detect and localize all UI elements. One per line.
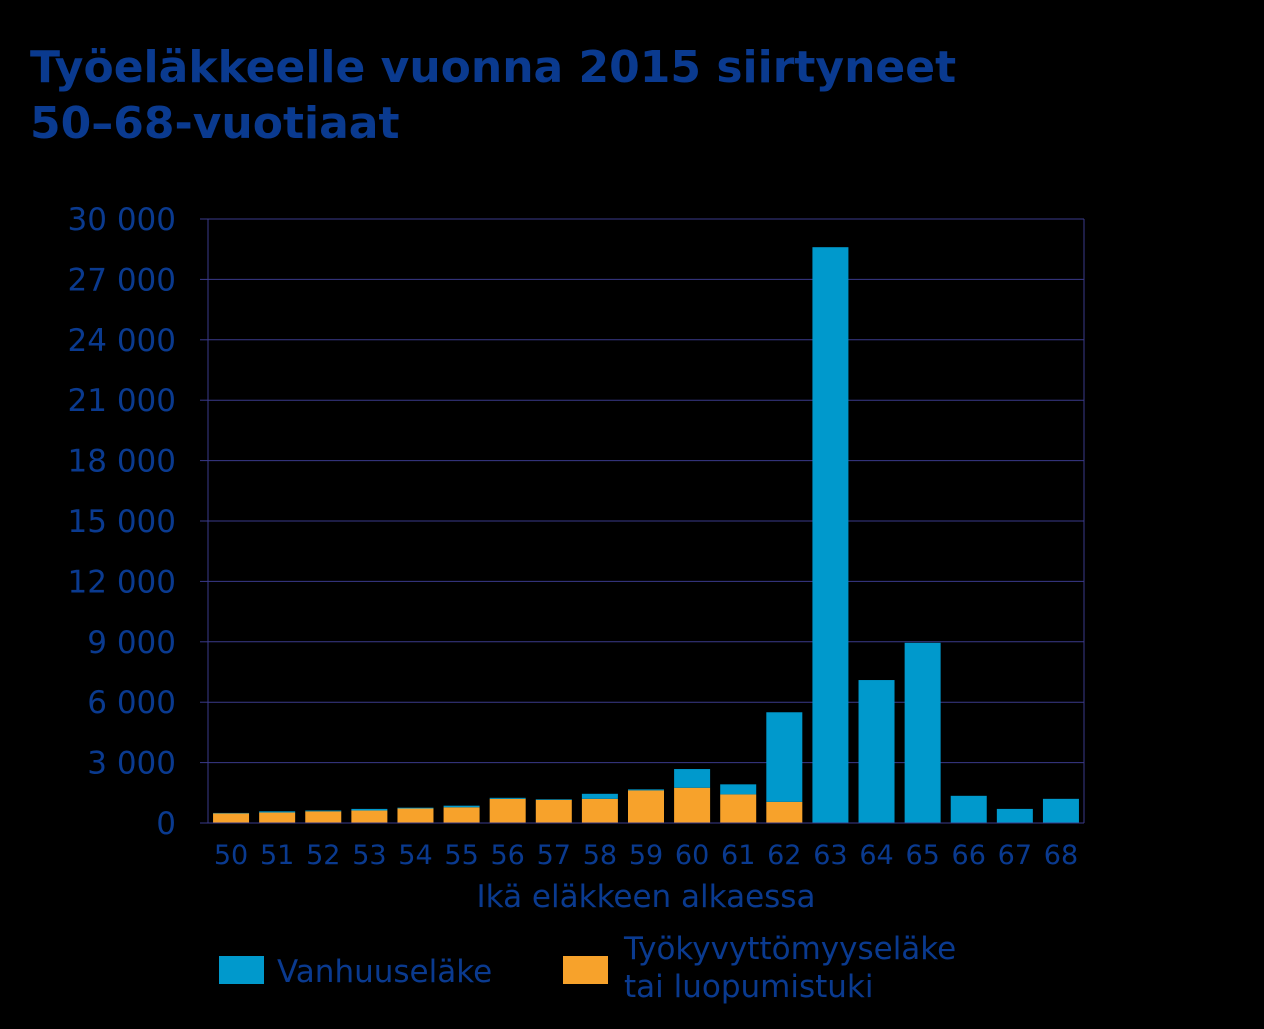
bar-chart: 0 3 000 6 000 9 000 12 000 15 000 18 000 21 000… [68,202,1085,915]
y-tick-label: 3 000 [87,746,176,782]
bar-vanhuuselake [1042,798,1079,823]
bar-vanhuuselake [443,805,480,808]
x-tick-label: 63 [813,840,847,871]
x-tick-label: 57 [537,840,571,871]
y-tick-label: 0 [156,806,176,842]
legend-swatch-tyokyvyttomyyselake [563,956,608,984]
legend-label-vanhuuselake: Vanhuuseläke [277,954,493,990]
bar-tyokyvyttomyyselake [489,798,526,823]
y-tick-label: 18 000 [68,444,176,480]
bar-tyokyvyttomyyselake [674,787,711,823]
bar-tyokyvyttomyyselake [351,810,388,823]
bar-vanhuuselake [720,784,757,795]
y-tick-label: 24 000 [68,323,176,359]
bar-vanhuuselake [904,642,941,823]
x-tick-label: 51 [260,840,294,871]
chart-title-line1: Työeläkkeelle vuonna 2015 siirtyneet [30,42,957,93]
bar-vanhuuselake [628,789,664,791]
x-tick-label: 53 [352,840,386,871]
chart-title: Työeläkkeelle vuonna 2015 siirtyneet 50–… [30,40,956,152]
y-tick-label: 6 000 [87,685,176,721]
legend-label-tyokyvyttomyyselake-line1: Työkyvyttömyyseläke [624,931,957,967]
bar-vanhuuselake [996,808,1033,823]
x-tick-label: 65 [905,840,939,871]
bar-vanhuuselake [766,712,803,802]
x-tick-label: 64 [859,840,893,871]
bar-tyokyvyttomyyselake [397,808,434,823]
y-tick-label: 12 000 [68,564,176,600]
bar-vanhuuselake [259,811,296,813]
x-tick-label: 60 [675,840,709,871]
bar-tyokyvyttomyyselake [720,794,757,823]
bar-tyokyvyttomyyselake [581,798,618,823]
bar-tyokyvyttomyyselake [628,790,664,823]
bar-vanhuuselake [351,808,388,811]
x-axis-title: Ikä eläkkeen alkaessa [477,879,816,915]
x-tick-label: 56 [491,840,525,871]
y-tick-label: 30 000 [68,202,176,238]
x-tick-label: 62 [767,840,801,871]
bar-vanhuuselake [397,807,434,809]
y-tick-label: 9 000 [87,625,176,661]
x-tick-label: 52 [306,840,340,871]
y-tick-label: 21 000 [68,383,176,419]
x-tick-label: 61 [721,840,755,871]
bar-tyokyvyttomyyselake [766,801,803,823]
x-tick-label: 50 [214,840,248,871]
bar-vanhuuselake [581,793,618,799]
x-tick-label: 67 [998,840,1032,871]
x-tick-label: 66 [952,840,986,871]
bar-tyokyvyttomyyselake [305,811,342,823]
bar-vanhuuselake [489,797,526,799]
bar-vanhuuselake [812,247,849,824]
bar-vanhuuselake [950,795,987,823]
bar-tyokyvyttomyyselake [213,813,250,823]
y-tick-label: 27 000 [68,262,176,298]
bar-tyokyvyttomyyselake [443,807,480,823]
x-tick-label: 58 [583,840,617,871]
bar-vanhuuselake [305,810,342,812]
x-tick-label: 68 [1044,840,1078,871]
legend-label-tyokyvyttomyyselake-line2: tai luopumistuki [624,969,874,1005]
bar-vanhuuselake [674,769,711,788]
bar-vanhuuselake [858,680,895,823]
chart-title-line2: 50–68-vuotiaat [30,98,400,149]
bar-tyokyvyttomyyselake [259,812,296,823]
x-tick-label: 59 [629,840,663,871]
bar-tyokyvyttomyyselake [535,799,572,823]
y-tick-label: 15 000 [68,504,176,540]
legend-swatch-vanhuuselake [219,956,264,984]
x-tick-label: 54 [398,840,432,871]
x-tick-label: 55 [444,840,478,871]
bar-vanhuuselake [535,799,572,800]
